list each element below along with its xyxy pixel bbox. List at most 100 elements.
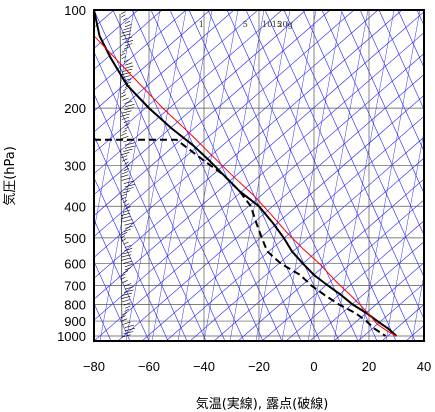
- wind-barb: [121, 110, 132, 114]
- wind-barb: [120, 174, 129, 178]
- wind-barb: [121, 257, 132, 261]
- wind-barb: [123, 209, 131, 213]
- guide-line-b: [94, 10, 163, 70]
- wind-barb: [120, 296, 131, 300]
- y-tick-label: 800: [64, 297, 86, 312]
- wind-barb: [122, 200, 128, 204]
- series-line-0: [94, 10, 398, 337]
- guide-line-a: [321, 10, 424, 236]
- wind-barb: [124, 20, 131, 24]
- wind-barb: [123, 289, 134, 293]
- wind-barb: [124, 264, 133, 268]
- guide-line-b: [94, 10, 235, 133]
- wind-barb: [123, 168, 129, 172]
- wind-barb: [125, 305, 131, 309]
- wind-barb: [121, 273, 126, 277]
- y-axis-title: 気圧(hPa): [2, 146, 18, 206]
- y-tick-label: 400: [64, 199, 86, 214]
- wind-barb: [124, 203, 130, 207]
- wind-barb: [121, 232, 128, 236]
- wind-barb: [125, 164, 130, 168]
- wind-barb: [122, 260, 133, 264]
- wind-barb: [122, 68, 133, 72]
- wind-barb: [123, 148, 133, 152]
- wind-barb: [121, 136, 129, 140]
- series-line-2: [94, 35, 397, 337]
- wind-barb: [124, 248, 133, 252]
- wind-barb: [124, 142, 135, 146]
- guide-line-b: [94, 10, 355, 237]
- guide-line-b: [94, 10, 379, 258]
- wind-barb: [120, 193, 127, 197]
- wind-barb: [125, 225, 134, 229]
- wind-barb: [121, 334, 131, 338]
- wind-barb: [121, 238, 126, 242]
- x-tick-label: −40: [193, 359, 215, 374]
- guide-line-a: [302, 10, 424, 278]
- wind-barb: [120, 94, 126, 98]
- wind-barb: [121, 56, 127, 60]
- y-tick-label: 900: [64, 314, 86, 329]
- wind-barb: [120, 254, 131, 258]
- y-tick-label: 100: [64, 3, 86, 18]
- wind-barb: [124, 222, 134, 226]
- plot-frame: [93, 9, 425, 342]
- mixing-ratio-label: 5: [243, 20, 248, 29]
- x-axis-title: 気温(実線), 露点(破線): [196, 396, 329, 412]
- wind-barb: [121, 171, 129, 175]
- wind-barb: [123, 228, 131, 232]
- wind-barb: [125, 184, 136, 188]
- x-tick-label: −60: [138, 359, 160, 374]
- guide-line-b: [94, 10, 403, 279]
- wind-barb: [121, 177, 131, 181]
- y-tick-label: 700: [64, 279, 86, 294]
- wind-barb: [122, 158, 128, 162]
- wind-barb: [121, 212, 130, 216]
- y-tick-label: 300: [64, 159, 86, 174]
- wind-barb: [122, 251, 132, 255]
- wind-barb: [124, 145, 136, 149]
- wind-barb: [123, 302, 131, 306]
- guide-line-b: [94, 10, 283, 175]
- x-tick-label: 0: [310, 359, 317, 374]
- wind-barb: [124, 308, 129, 312]
- wind-barb: [122, 312, 127, 316]
- mixing-ratio-label: 1: [199, 20, 204, 29]
- wind-barb: [124, 267, 132, 271]
- mixing-ratio-label: 10: [262, 20, 272, 29]
- wind-barb: [121, 292, 132, 296]
- guide-line-b: [94, 10, 187, 91]
- wind-barb: [123, 331, 134, 335]
- x-tick-label: −20: [248, 359, 270, 374]
- wind-barb: [122, 280, 128, 284]
- guide-line-b: [94, 10, 259, 154]
- wind-barb: [123, 59, 130, 63]
- x-tick-label: −80: [83, 359, 105, 374]
- wind-barb: [123, 88, 128, 92]
- wind-barb: [125, 43, 133, 47]
- wind-barb: [120, 216, 131, 220]
- wind-barb: [122, 36, 133, 40]
- wind-barb: [124, 100, 133, 104]
- wind-barb: [123, 120, 130, 124]
- wind-barb: [124, 126, 129, 130]
- wind-barb: [123, 27, 132, 31]
- wind-barb: [123, 107, 135, 111]
- guide-line-b: [430, 10, 435, 341]
- wind-barb: [123, 180, 134, 184]
- wind-barb: [121, 14, 126, 18]
- wind-barb: [121, 49, 127, 53]
- wind-barb: [122, 219, 133, 223]
- wind-barb: [121, 116, 130, 120]
- wind-barb: [121, 299, 131, 303]
- wind-barb: [120, 155, 128, 159]
- wind-barb: [123, 241, 129, 245]
- wind-barb: [120, 132, 127, 136]
- guide-line-b: [94, 10, 307, 196]
- wind-barb: [125, 62, 133, 66]
- guide-line-b: [94, 10, 331, 216]
- wind-barb: [121, 152, 130, 156]
